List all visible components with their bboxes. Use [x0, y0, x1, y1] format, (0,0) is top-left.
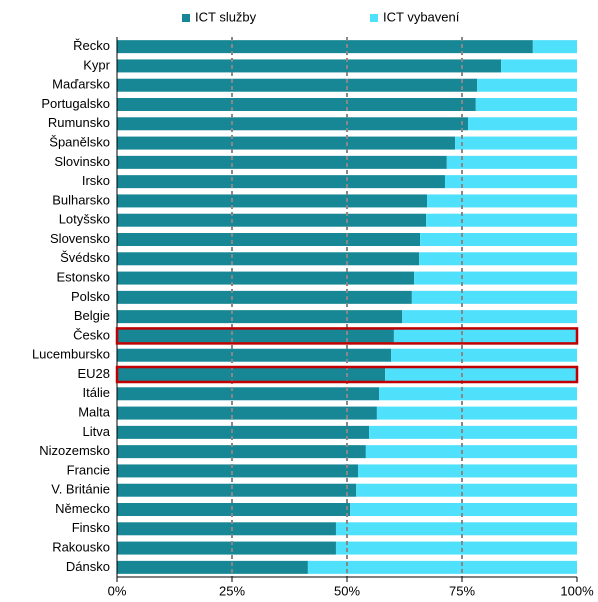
- x-tick-label: 0%: [108, 583, 127, 598]
- bar-segment: [335, 522, 577, 536]
- bar-segment: [117, 117, 468, 131]
- bar-segment: [365, 445, 577, 459]
- bar-segment: [385, 368, 577, 381]
- bar-segment: [117, 348, 392, 362]
- highlight-box: [115, 327, 579, 345]
- legend-label: ICT vybavení: [383, 9, 460, 24]
- bar-segment: [117, 425, 370, 439]
- y-tick-label: Irsko: [82, 173, 110, 188]
- legend-swatch: [182, 14, 190, 22]
- bar-segment: [532, 40, 577, 54]
- legend-label: ICT služby: [195, 9, 257, 24]
- bar-segment: [376, 406, 577, 420]
- y-tick-label: EU28: [77, 366, 110, 381]
- bar-segment: [117, 445, 366, 459]
- y-tick-label: Litva: [83, 424, 111, 439]
- bar-segment: [402, 310, 577, 324]
- bar-segment: [117, 136, 456, 150]
- bar-segment: [117, 387, 380, 401]
- legend-swatch: [370, 14, 378, 22]
- bar-segment: [117, 252, 420, 266]
- bar-segment: [411, 290, 577, 304]
- bar-segment: [117, 464, 359, 478]
- bar-segment: [379, 387, 577, 401]
- y-tick-label: Polsko: [71, 289, 110, 304]
- bar-segment: [117, 329, 394, 343]
- y-tick-label: Česko: [73, 327, 110, 342]
- y-tick-label: Lotyšsko: [59, 212, 110, 227]
- y-tick-label: Německo: [55, 501, 110, 516]
- y-tick-label: Slovensko: [50, 231, 110, 246]
- x-tick-label: 50%: [334, 583, 360, 598]
- y-tick-label: Lucembursko: [32, 347, 110, 362]
- bar-segment: [117, 155, 447, 169]
- bar-segment: [420, 233, 577, 246]
- y-tick-label: Rumunsko: [48, 115, 110, 130]
- bar-segment: [117, 560, 308, 574]
- bar-segment: [358, 464, 577, 478]
- y-tick-label: Maďarsko: [52, 77, 110, 92]
- y-tick-label: Slovinsko: [54, 154, 110, 169]
- y-tick-label: Rakousko: [52, 540, 110, 555]
- bar-segment: [117, 290, 412, 304]
- y-tick-label: Finsko: [72, 520, 110, 535]
- y-tick-label: V. Británie: [51, 482, 110, 497]
- bar-segment: [117, 406, 377, 420]
- bar-segment: [356, 483, 577, 497]
- y-tick-label: Řecko: [73, 38, 110, 53]
- bar-segment: [419, 252, 577, 266]
- y-tick-label: Estonsko: [57, 270, 110, 285]
- y-tick-label: Švédsko: [60, 250, 110, 265]
- bar-segment: [335, 541, 577, 555]
- y-tick-label: Bulharsko: [52, 192, 110, 207]
- bar-segment: [446, 155, 577, 169]
- x-tick-label: 25%: [219, 583, 245, 598]
- bar-segment: [117, 213, 427, 227]
- bar-segment: [414, 271, 577, 285]
- y-tick-label: Kypr: [83, 57, 110, 72]
- bar-segment: [467, 117, 577, 131]
- bar-segment: [117, 522, 336, 536]
- bar-segment: [117, 483, 357, 497]
- bar-segment: [117, 233, 421, 246]
- bar-segment: [369, 425, 577, 439]
- bar-segment: [117, 368, 386, 381]
- y-tick-label: Itálie: [83, 385, 110, 400]
- bar-segment: [117, 59, 502, 73]
- bar-segment: [501, 59, 577, 73]
- y-tick-label: Portugalsko: [41, 96, 110, 111]
- bar-segment: [117, 503, 351, 516]
- bar-segment: [117, 98, 476, 111]
- bar-segment: [475, 98, 577, 111]
- y-tick-label: Dánsko: [66, 559, 110, 574]
- bar-segment: [117, 175, 445, 189]
- bar-segment: [117, 271, 415, 285]
- bar-segment: [117, 310, 403, 324]
- y-tick-label: Malta: [78, 405, 111, 420]
- y-tick-label: Nizozemsko: [39, 443, 110, 458]
- bar-segment: [477, 78, 577, 92]
- highlight-box: [115, 365, 579, 384]
- bar-segment: [117, 78, 478, 92]
- bar-segment: [117, 541, 336, 555]
- y-tick-label: Francie: [67, 462, 110, 477]
- bar-segment: [427, 194, 577, 208]
- bar-segment: [444, 175, 577, 189]
- bar-segment: [426, 213, 577, 227]
- bar-segment: [350, 503, 577, 516]
- bar-segment: [307, 560, 577, 574]
- x-tick-label: 100%: [560, 583, 594, 598]
- bar-segment: [117, 40, 533, 54]
- bar-segment: [117, 194, 428, 208]
- x-tick-label: 75%: [449, 583, 475, 598]
- y-tick-label: Španělsko: [49, 135, 110, 150]
- bar-segment: [393, 329, 577, 343]
- y-tick-label: Belgie: [74, 308, 110, 323]
- bar-segment: [455, 136, 577, 150]
- bar-segment: [391, 348, 577, 362]
